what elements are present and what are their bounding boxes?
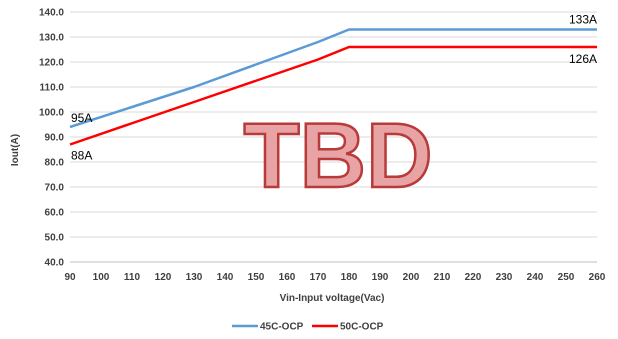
tbd-overlay-text: TBD xyxy=(243,105,432,207)
y-tick-label: 130.0 xyxy=(39,33,64,44)
x-tick-label: 90 xyxy=(64,272,76,283)
legend: 45C-OCP 50C-OCP xyxy=(232,322,384,333)
x-tick-label: 170 xyxy=(310,272,327,283)
legend-label: 45C-OCP xyxy=(260,322,304,333)
x-tick-label: 210 xyxy=(434,272,451,283)
legend-label: 50C-OCP xyxy=(340,322,384,333)
annotation-label: 126A xyxy=(569,52,597,66)
annotation-label: 88A xyxy=(71,149,92,163)
x-tick-label: 180 xyxy=(341,272,358,283)
x-tick-label: 110 xyxy=(124,272,141,283)
y-tick-label: 90.0 xyxy=(45,133,65,144)
y-tick-label: 140.0 xyxy=(39,8,64,19)
x-tick-label: 230 xyxy=(496,272,513,283)
line-annotations: 95A 88A 133A 126A xyxy=(71,13,597,163)
series-line-50C-OCP xyxy=(69,45,597,146)
annotation-label: 95A xyxy=(71,111,92,125)
x-tick-label: 120 xyxy=(155,272,172,283)
y-axis-title: Iout(A) xyxy=(10,134,21,166)
x-tick-label: 200 xyxy=(403,272,420,283)
x-tick-label: 260 xyxy=(589,272,606,283)
x-tick-label: 190 xyxy=(372,272,389,283)
gridlines xyxy=(70,11,597,263)
x-tick-label: 100 xyxy=(93,272,110,283)
x-tick-label: 140 xyxy=(217,272,234,283)
y-tick-label: 100.0 xyxy=(39,108,64,119)
y-tick-label: 110.0 xyxy=(40,83,65,94)
x-axis-title: Vin-Input voltage(Vac) xyxy=(280,293,385,304)
y-tick-label: 60.0 xyxy=(45,208,65,219)
x-tick-label: 240 xyxy=(527,272,544,283)
x-axis-tick-labels: 90 100 110 120 130 140 150 160 170 180 190 200 210 22… xyxy=(64,272,605,283)
series-lines xyxy=(69,28,597,146)
y-axis-tick-labels: 40.0 50.0 60.0 70.0 80.0 90.0 100.0 110.0 120.0 1… xyxy=(39,8,64,269)
y-tick-label: 70.0 xyxy=(45,183,65,194)
x-tick-label: 250 xyxy=(558,272,575,283)
y-tick-label: 120.0 xyxy=(39,58,64,69)
series-line-45C-OCP xyxy=(69,28,597,129)
x-tick-label: 220 xyxy=(465,272,482,283)
x-tick-label: 150 xyxy=(248,272,265,283)
y-tick-label: 50.0 xyxy=(45,233,65,244)
annotation-label: 133A xyxy=(569,13,597,27)
x-tick-label: 130 xyxy=(186,272,203,283)
x-tick-label: 160 xyxy=(279,272,296,283)
y-tick-label: 80.0 xyxy=(45,158,65,169)
y-tick-label: 40.0 xyxy=(45,258,65,269)
